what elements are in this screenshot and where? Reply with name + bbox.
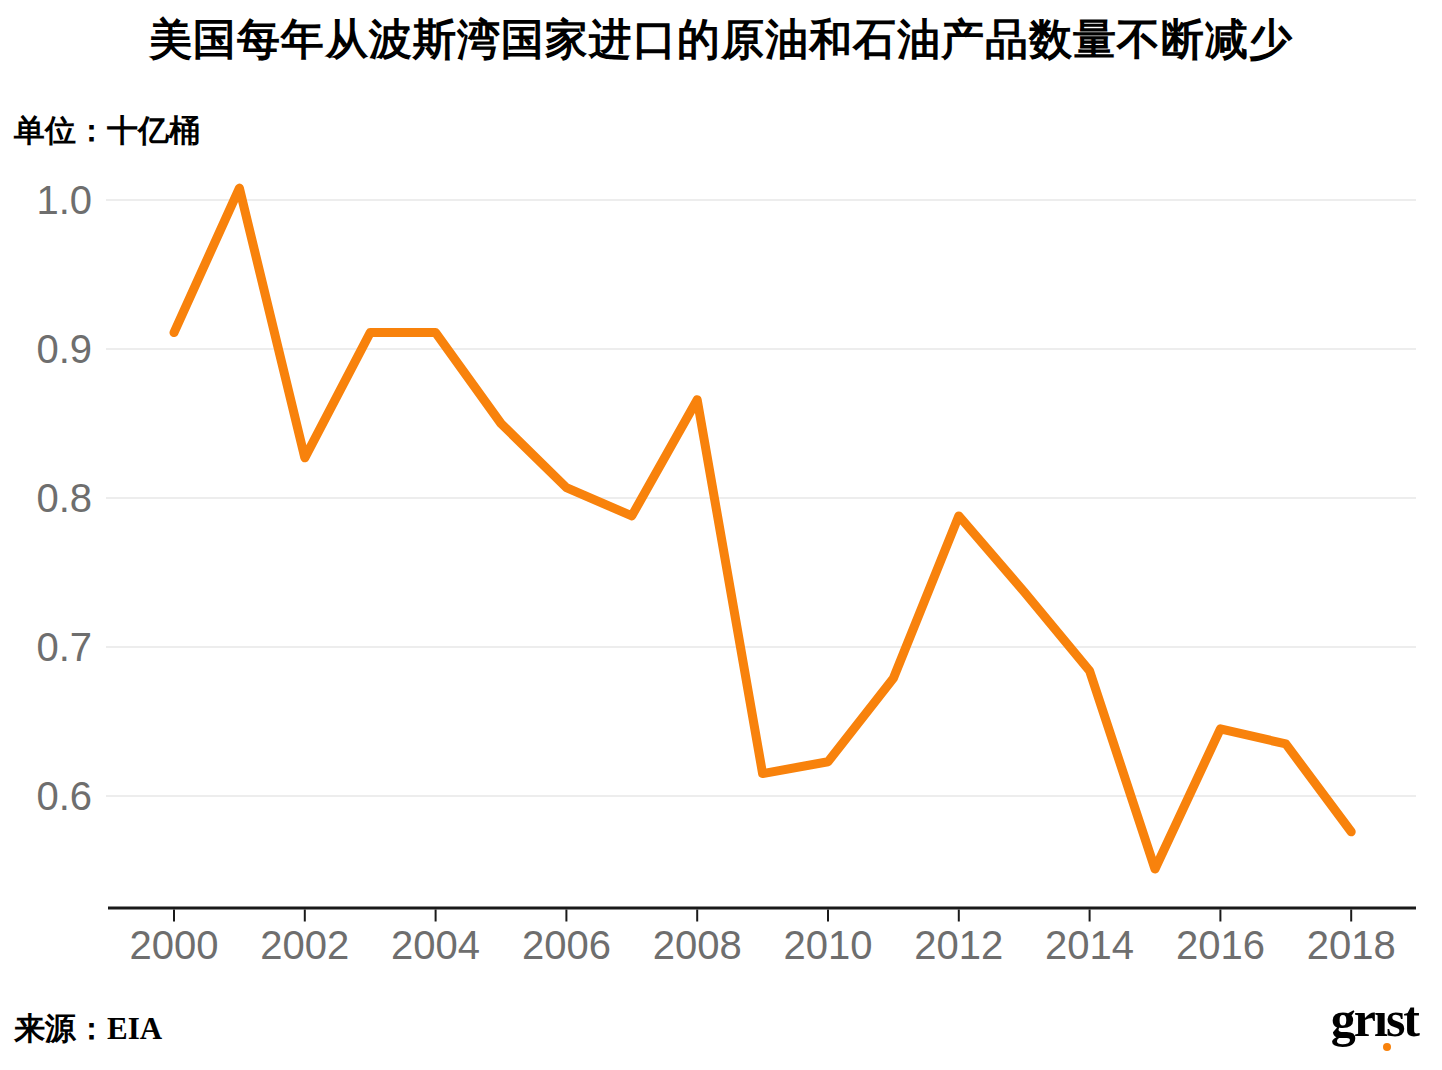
- x-tick-label: 2010: [784, 923, 873, 967]
- x-tick-label: 2006: [522, 923, 611, 967]
- grist-logo: grıst: [1331, 992, 1418, 1056]
- y-tick-label: 0.7: [36, 625, 92, 669]
- x-axis-labels: 2000 2002 2004 2006 2008 2010 2012 2014 2016 2018: [130, 923, 1396, 967]
- grist-logo-dot-icon: [1383, 1043, 1391, 1051]
- y-tick-label: 0.8: [36, 476, 92, 520]
- y-tick-label: 1.0: [36, 178, 92, 222]
- x-tick-label: 2002: [260, 923, 349, 967]
- x-tick-label: 2018: [1307, 923, 1396, 967]
- y-axis-labels: 1.0 0.9 0.8 0.7 0.6: [36, 178, 92, 818]
- x-tick-label: 2012: [914, 923, 1003, 967]
- x-tick-label: 2004: [391, 923, 480, 967]
- gridlines: [106, 200, 1416, 796]
- source-value: EIA: [107, 1011, 162, 1046]
- x-tick-label: 2008: [653, 923, 742, 967]
- chart-title: 美国每年从波斯湾国家进口的原油和石油产品数量不断减少: [0, 11, 1442, 69]
- x-axis-ticks: [174, 910, 1351, 922]
- unit-label: 单位：十亿桶: [14, 110, 200, 152]
- grist-logo-text: grıst: [1331, 991, 1418, 1047]
- y-tick-label: 0.9: [36, 327, 92, 371]
- x-tick-label: 2016: [1176, 923, 1265, 967]
- line-chart: 1.0 0.9 0.8 0.7 0.6 2000 2002 2004 2006 2008 2010…: [0, 0, 1442, 1070]
- source-label: 来源：: [14, 1011, 107, 1046]
- data-line: [174, 188, 1351, 869]
- x-tick-label: 2000: [130, 923, 219, 967]
- x-tick-label: 2014: [1045, 923, 1134, 967]
- y-tick-label: 0.6: [36, 774, 92, 818]
- source-line: 来源：EIA: [14, 1008, 162, 1050]
- chart-page: 美国每年从波斯湾国家进口的原油和石油产品数量不断减少 单位：十亿桶 1.0 0.9…: [0, 0, 1442, 1070]
